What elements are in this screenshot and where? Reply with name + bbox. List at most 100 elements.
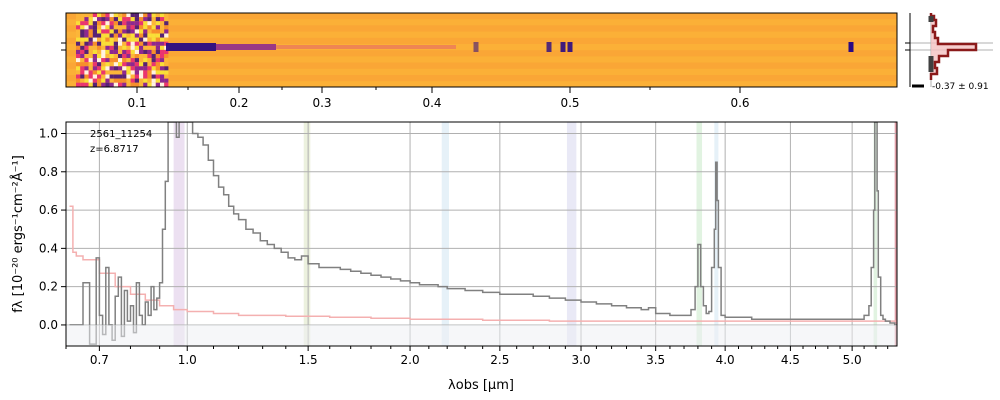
noise-pixel — [126, 29, 131, 34]
noise-pixel — [147, 45, 152, 50]
noise-pixel — [101, 29, 106, 34]
noise-pixel — [101, 58, 106, 63]
noise-pixel — [134, 74, 139, 79]
noise-pixel — [76, 49, 81, 54]
noise-pixel — [113, 62, 118, 67]
noise-pixel — [88, 17, 93, 22]
noise-pixel — [139, 74, 144, 79]
noise-pixel — [109, 25, 114, 30]
noise-pixel — [97, 74, 102, 79]
noise-pixel — [134, 82, 139, 87]
noise-pixel — [92, 66, 97, 71]
noise-pixel — [130, 45, 135, 50]
noise-pixel — [130, 74, 135, 79]
noise-pixel — [147, 66, 152, 71]
noise-pixel — [84, 54, 89, 59]
redshift-label: z=6.8717 — [90, 144, 139, 155]
highlight-band — [873, 122, 878, 346]
spectrum-2d-row — [66, 56, 897, 63]
highlight-band — [894, 122, 897, 346]
noise-pixel — [139, 45, 144, 50]
noise-pixel — [143, 49, 148, 54]
noise-pixel — [164, 13, 169, 18]
noise-pixel — [122, 33, 127, 38]
noise-pixel — [109, 66, 114, 71]
noise-pixel — [118, 78, 123, 83]
noise-pixel — [80, 25, 85, 30]
noise-pixel — [97, 49, 102, 54]
noise-pixel — [109, 33, 114, 38]
noise-pixel — [143, 70, 148, 75]
noise-pixel — [76, 66, 81, 71]
x2d-tick-label: 0.4 — [422, 96, 441, 110]
profile-line — [929, 13, 978, 80]
noise-pixel — [134, 45, 139, 50]
noise-pixel — [113, 25, 118, 30]
noise-pixel — [76, 13, 81, 18]
noise-pixel — [130, 29, 135, 34]
noise-pixel — [160, 74, 165, 79]
noise-pixel — [164, 62, 169, 67]
noise-pixel — [101, 74, 106, 79]
noise-pixel — [143, 33, 148, 38]
noise-pixel — [126, 62, 131, 67]
noise-pixel — [84, 45, 89, 50]
noise-pixel — [134, 25, 139, 30]
noise-pixel — [143, 37, 148, 42]
noise-pixel — [122, 62, 127, 67]
noise-pixel — [84, 66, 89, 71]
noise-pixel — [101, 66, 106, 71]
noise-pixel — [113, 66, 118, 71]
noise-pixel — [84, 13, 89, 18]
noise-pixel — [160, 66, 165, 71]
noise-pixel — [88, 49, 93, 54]
noise-pixel — [130, 17, 135, 22]
highlight-band — [173, 122, 185, 346]
noise-pixel — [118, 45, 123, 50]
noise-pixel — [92, 62, 97, 67]
noise-pixel — [101, 21, 106, 26]
noise-pixel — [105, 58, 110, 63]
noise-pixel — [155, 45, 160, 50]
noise-pixel — [109, 37, 114, 42]
noise-pixel — [97, 25, 102, 30]
x-tick-label: 2.0 — [401, 353, 420, 367]
noise-pixel — [139, 82, 144, 87]
noise-pixel — [134, 37, 139, 42]
noise-pixel — [130, 78, 135, 83]
noise-pixel — [113, 21, 118, 26]
noise-pixel — [151, 29, 156, 34]
highlight-band — [566, 122, 577, 346]
y-tick-label: 1.0 — [39, 126, 58, 140]
noise-pixel — [160, 78, 165, 83]
noise-pixel — [126, 37, 131, 42]
noise-pixel — [113, 17, 118, 22]
noise-pixel — [88, 37, 93, 42]
profile-plot — [910, 13, 993, 87]
noise-pixel — [105, 29, 110, 34]
noise-pixel — [134, 21, 139, 26]
noise-pixel — [126, 58, 131, 63]
spectrum-2d-row — [66, 13, 897, 20]
noise-pixel — [122, 13, 127, 18]
noise-pixel — [160, 70, 165, 75]
trace-faint — [276, 45, 456, 49]
noise-pixel — [118, 49, 123, 54]
noise-pixel — [105, 62, 110, 67]
noise-pixel — [134, 62, 139, 67]
noise-pixel — [92, 33, 97, 38]
noise-pixel — [147, 21, 152, 26]
noise-pixel — [164, 37, 169, 42]
noise-pixel — [97, 29, 102, 34]
noise-pixel — [155, 25, 160, 30]
noise-pixel — [147, 37, 152, 42]
noise-pixel — [147, 58, 152, 63]
noise-pixel — [97, 82, 102, 87]
noise-pixel — [97, 45, 102, 50]
noise-pixel — [92, 70, 97, 75]
noise-pixel — [134, 49, 139, 54]
noise-pixel — [105, 45, 110, 50]
noise-pixel — [134, 66, 139, 71]
noise-pixel — [160, 33, 165, 38]
